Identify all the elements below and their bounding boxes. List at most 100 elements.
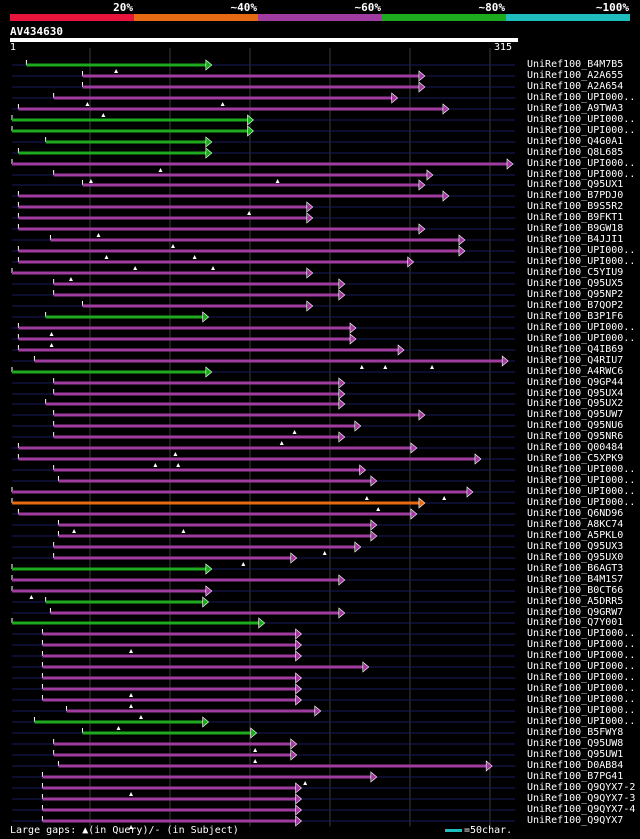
hit-bar: [58, 764, 487, 768]
hit-label[interactable]: UniRef100_UPI000..: [527, 475, 636, 486]
hit-label[interactable]: UniRef100_UPI000..: [527, 705, 636, 716]
hit-label[interactable]: UniRef100_Q95UW7: [527, 409, 624, 420]
hit-bar: [66, 709, 315, 713]
hit-label[interactable]: UniRef100_B9GW18: [527, 223, 624, 234]
scale-swatch: [445, 828, 462, 832]
hit-label[interactable]: UniRef100_Q4RIU7: [527, 355, 624, 366]
hit-label[interactable]: UniRef100_UPI000..: [527, 628, 636, 639]
hit-bar: [50, 238, 459, 242]
legend-segment: [506, 14, 630, 21]
hit-label[interactable]: UniRef100_B4M7B5: [527, 59, 624, 70]
hit-label[interactable]: UniRef100_UPI000..: [527, 661, 636, 672]
hit-bar: [18, 227, 419, 231]
hit-label[interactable]: UniRef100_Q95UX4: [527, 388, 624, 399]
hit-label[interactable]: UniRef100_Q9GRW7: [527, 607, 624, 618]
hit-label[interactable]: UniRef100_Q9QYX7: [527, 815, 624, 826]
legend-label: ~80%: [478, 1, 506, 14]
hit-end-arrow: [349, 333, 357, 345]
hit-label[interactable]: UniRef100_UPI000..: [527, 92, 636, 103]
hit-label[interactable]: UniRef100_Q95UX1: [527, 179, 624, 190]
hit-label[interactable]: UniRef100_A5PKL0: [527, 530, 624, 541]
hit-label[interactable]: UniRef100_UPI000..: [527, 169, 636, 180]
hit-label[interactable]: UniRef100_UPI000..: [527, 683, 636, 694]
hit-label[interactable]: UniRef100_Q4IB69: [527, 344, 624, 355]
hit-bar: [58, 523, 371, 527]
hit-label[interactable]: UniRef100_Q6ND96: [527, 508, 624, 519]
hit-label[interactable]: UniRef100_Q00484: [527, 442, 624, 453]
hit-label[interactable]: UniRef100_B9FKT1: [527, 212, 624, 223]
hit-label[interactable]: UniRef100_UPI000..: [527, 672, 636, 683]
hit-label[interactable]: UniRef100_Q4G0A1: [527, 136, 624, 147]
hit-end-arrow: [290, 738, 298, 750]
hit-label[interactable]: UniRef100_B9S5R2: [527, 201, 624, 212]
hit-label[interactable]: UniRef100_UPI000..: [527, 158, 636, 169]
hit-label[interactable]: UniRef100_UPI000..: [527, 256, 636, 267]
hit-label[interactable]: UniRef100_Q95UW8: [527, 738, 624, 749]
hit-label[interactable]: UniRef100_A9TWA3: [527, 103, 624, 114]
hit-label[interactable]: UniRef100_B4M1S7: [527, 574, 624, 585]
hit-label[interactable]: UniRef100_Q9GP44: [527, 377, 624, 388]
hit-label[interactable]: UniRef100_B4JJI1: [527, 234, 624, 245]
hit-bar: [18, 205, 307, 209]
hit-label[interactable]: UniRef100_A4RWC6: [527, 366, 624, 377]
hit-label[interactable]: UniRef100_B3P1F6: [527, 311, 624, 322]
query-gap-marker: [442, 496, 447, 500]
hit-end-arrow: [306, 300, 314, 312]
hit-label[interactable]: UniRef100_UPI000..: [527, 114, 636, 125]
hit-label[interactable]: UniRef100_A2A655: [527, 70, 624, 81]
scale-text: =50char.: [464, 825, 513, 836]
hit-end-arrow: [407, 256, 415, 268]
hit-bar: [12, 567, 206, 571]
hit-label[interactable]: UniRef100_Q9QYX7-4: [527, 804, 636, 815]
hit-label[interactable]: UniRef100_Q95UX0: [527, 552, 624, 563]
hit-end-arrow: [205, 585, 213, 597]
hit-label[interactable]: UniRef100_A2A654: [527, 81, 624, 92]
hit-label[interactable]: UniRef100_Q95UX3: [527, 541, 624, 552]
hit-end-arrow: [338, 377, 346, 389]
hit-label[interactable]: UniRef100_Q9QYX7-2: [527, 782, 636, 793]
query-gap-marker: [153, 463, 158, 467]
hit-label[interactable]: UniRef100_C5XPK9: [527, 453, 624, 464]
hit-end-arrow: [295, 782, 303, 794]
hit-label[interactable]: UniRef100_Q95NU6: [527, 420, 624, 431]
hit-bar: [12, 271, 307, 275]
hit-bar: [12, 129, 248, 133]
hit-label[interactable]: UniRef100_UPI000..: [527, 333, 636, 344]
hit-label[interactable]: UniRef100_UPI000..: [527, 245, 636, 256]
hit-label[interactable]: UniRef100_D0AB84: [527, 760, 624, 771]
hit-label[interactable]: UniRef100_Q95UX5: [527, 278, 624, 289]
hit-label[interactable]: UniRef100_Q95NP2: [527, 289, 624, 300]
hit-label[interactable]: UniRef100_UPI000..: [527, 639, 636, 650]
hit-end-arrow: [205, 136, 213, 148]
hit-label[interactable]: UniRef100_Q95NR6: [527, 431, 624, 442]
hit-end-arrow: [338, 431, 346, 443]
hit-label[interactable]: UniRef100_UPI000..: [527, 694, 636, 705]
hit-label[interactable]: UniRef100_B7QOP2: [527, 300, 624, 311]
hit-end-arrow: [202, 311, 210, 323]
hit-label[interactable]: UniRef100_B6AGT3: [527, 563, 624, 574]
hit-label[interactable]: UniRef100_UPI000..: [527, 322, 636, 333]
hit-label[interactable]: UniRef100_Q8L685: [527, 147, 624, 158]
hit-bar: [82, 304, 307, 308]
hit-label[interactable]: UniRef100_B7PG41: [527, 771, 624, 782]
hit-label[interactable]: UniRef100_B7PDJ0: [527, 190, 624, 201]
hit-label[interactable]: UniRef100_C5YIU9: [527, 267, 624, 278]
hit-label[interactable]: UniRef100_B0CT66: [527, 585, 624, 596]
hit-label[interactable]: UniRef100_UPI000..: [527, 650, 636, 661]
hit-end-arrow: [338, 398, 346, 410]
hit-label[interactable]: UniRef100_Q9QYX7-3: [527, 793, 636, 804]
query-gap-marker: [129, 704, 134, 708]
hit-label[interactable]: UniRef100_A8KC74: [527, 519, 624, 530]
hit-label[interactable]: UniRef100_B5FWY8: [527, 727, 624, 738]
hit-label[interactable]: UniRef100_UPI000..: [527, 497, 636, 508]
hit-label[interactable]: UniRef100_Q95UW1: [527, 749, 624, 760]
hit-label[interactable]: UniRef100_UPI000..: [527, 125, 636, 136]
hit-label[interactable]: UniRef100_Q7Y001: [527, 617, 624, 628]
hit-label[interactable]: UniRef100_Q95UX2: [527, 398, 624, 409]
hit-label[interactable]: UniRef100_UPI000..: [527, 716, 636, 727]
query-gap-marker: [253, 748, 258, 752]
hit-label[interactable]: UniRef100_UPI000..: [527, 486, 636, 497]
hit-label[interactable]: UniRef100_A5DRR5: [527, 596, 624, 607]
hit-label[interactable]: UniRef100_UPI000..: [527, 464, 636, 475]
hit-end-arrow: [418, 223, 426, 235]
